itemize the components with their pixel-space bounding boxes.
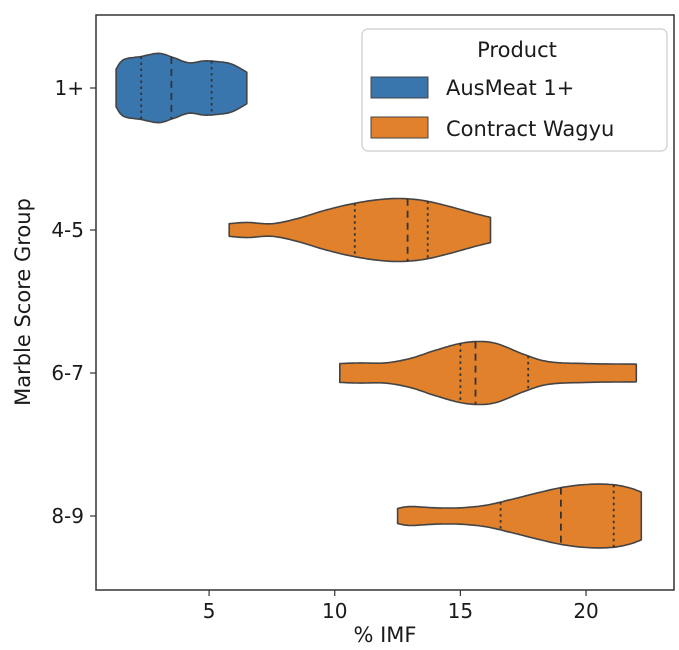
plot-frame [95,14,675,591]
y-tick-label: 1+ [55,76,84,100]
y-tick-label: 6-7 [51,361,84,385]
x-tick-label: 10 [322,599,347,623]
x-tick-label: 15 [448,599,473,623]
x-axis-ticks: 5 10 15 20 [203,590,599,623]
legend-label-contract-wagyu: Contract Wagyu [446,117,614,141]
legend-frame [361,28,668,152]
violin-contract-wagyu-8-9 [396,483,643,549]
y-tick-label: 8-9 [51,504,84,528]
legend-swatch-contract-wagyu [370,116,429,139]
violin-ausmeat-1-1 [115,52,248,124]
legend-label-ausmeat: AusMeat 1+ [446,76,574,100]
legend-title: Product [477,38,557,62]
y-axis-label: Marble Score Group [11,198,35,406]
violin-contract-wagyu-4-5 [228,197,492,263]
y-axis-ticks: 1+ 4-5 6-7 8-9 [51,76,96,528]
x-axis-label: % IMF [353,623,416,647]
legend-swatch-ausmeat [370,76,429,99]
y-tick-label: 4-5 [51,218,84,242]
violins-group [115,52,643,549]
legend: Product AusMeat 1+ Contract Wagyu [361,28,668,152]
violin-contract-wagyu-6-7 [339,340,638,406]
x-tick-label: 5 [203,599,216,623]
x-tick-label: 20 [573,599,598,623]
